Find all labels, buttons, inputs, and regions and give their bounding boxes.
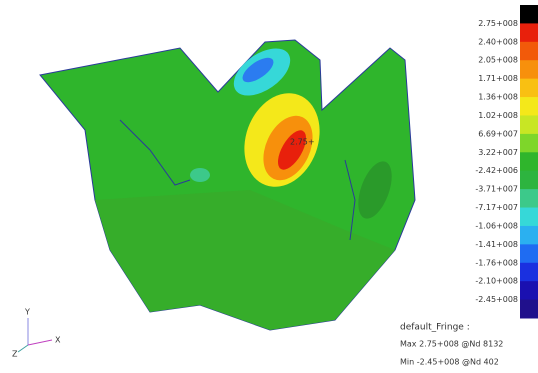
legend-label: 1.36+008 <box>478 93 518 102</box>
legend-label: 1.71+008 <box>478 74 518 83</box>
legend-label: -1.76+008 <box>475 258 518 267</box>
legend-label: -1.41+008 <box>475 240 518 249</box>
legend-swatch <box>520 115 538 134</box>
legend-swatch <box>520 152 538 171</box>
legend-swatch <box>520 171 538 190</box>
legend-swatch <box>520 79 538 98</box>
legend-swatch <box>520 281 538 300</box>
legend-swatch <box>520 226 538 245</box>
legend-swatch <box>520 208 538 227</box>
legend-swatch <box>520 5 538 24</box>
info-box: default_Fringe : Max 2.75+008 @Nd 8132 M… <box>400 323 503 367</box>
legend-label: -2.42+006 <box>475 166 518 175</box>
legend-swatch <box>520 23 538 42</box>
triad-x: X <box>55 336 61 345</box>
legend-label: -7.17+007 <box>475 203 518 212</box>
fringe-plot-view: 2.75+ 2.75+008 2.40+008 2.05+008 1.71+008 1.… <box>0 0 538 373</box>
legend-swatch <box>520 134 538 153</box>
legend-swatch <box>520 300 538 319</box>
info-max: Max 2.75+008 @Nd 8132 <box>400 340 503 349</box>
stress-region-teal <box>190 168 210 182</box>
triad-z-axis <box>18 345 28 352</box>
legend-swatch <box>520 97 538 116</box>
legend-label: 6.69+007 <box>478 129 518 138</box>
legend-label: 3.22+007 <box>478 148 518 157</box>
legend-label: 1.02+008 <box>478 111 518 120</box>
info-min: Min -2.45+008 @Nd 402 <box>400 358 499 367</box>
color-legend: 2.75+008 2.40+008 2.05+008 1.71+008 1.36+008… <box>475 5 538 319</box>
peak-label: 2.75+ <box>290 138 315 147</box>
legend-label: -2.10+008 <box>475 277 518 286</box>
legend-swatch <box>520 263 538 282</box>
axis-triad: Y X Z <box>12 308 61 359</box>
legend-label: -2.45+008 <box>475 295 518 304</box>
legend-swatch <box>520 244 538 263</box>
legend-swatch <box>520 189 538 208</box>
model: 2.75+ <box>40 39 415 330</box>
legend-label: 2.40+008 <box>478 37 518 46</box>
legend-label: 2.75+008 <box>478 19 518 28</box>
info-title: default_Fringe : <box>400 323 470 333</box>
triad-z: Z <box>12 350 18 359</box>
legend-swatch <box>520 60 538 79</box>
triad-y: Y <box>24 308 30 317</box>
legend-label: -1.06+008 <box>475 221 518 230</box>
legend-swatch <box>520 42 538 61</box>
legend-label: -3.71+007 <box>475 185 518 194</box>
legend-label: 2.05+008 <box>478 56 518 65</box>
triad-x-axis <box>28 340 52 345</box>
